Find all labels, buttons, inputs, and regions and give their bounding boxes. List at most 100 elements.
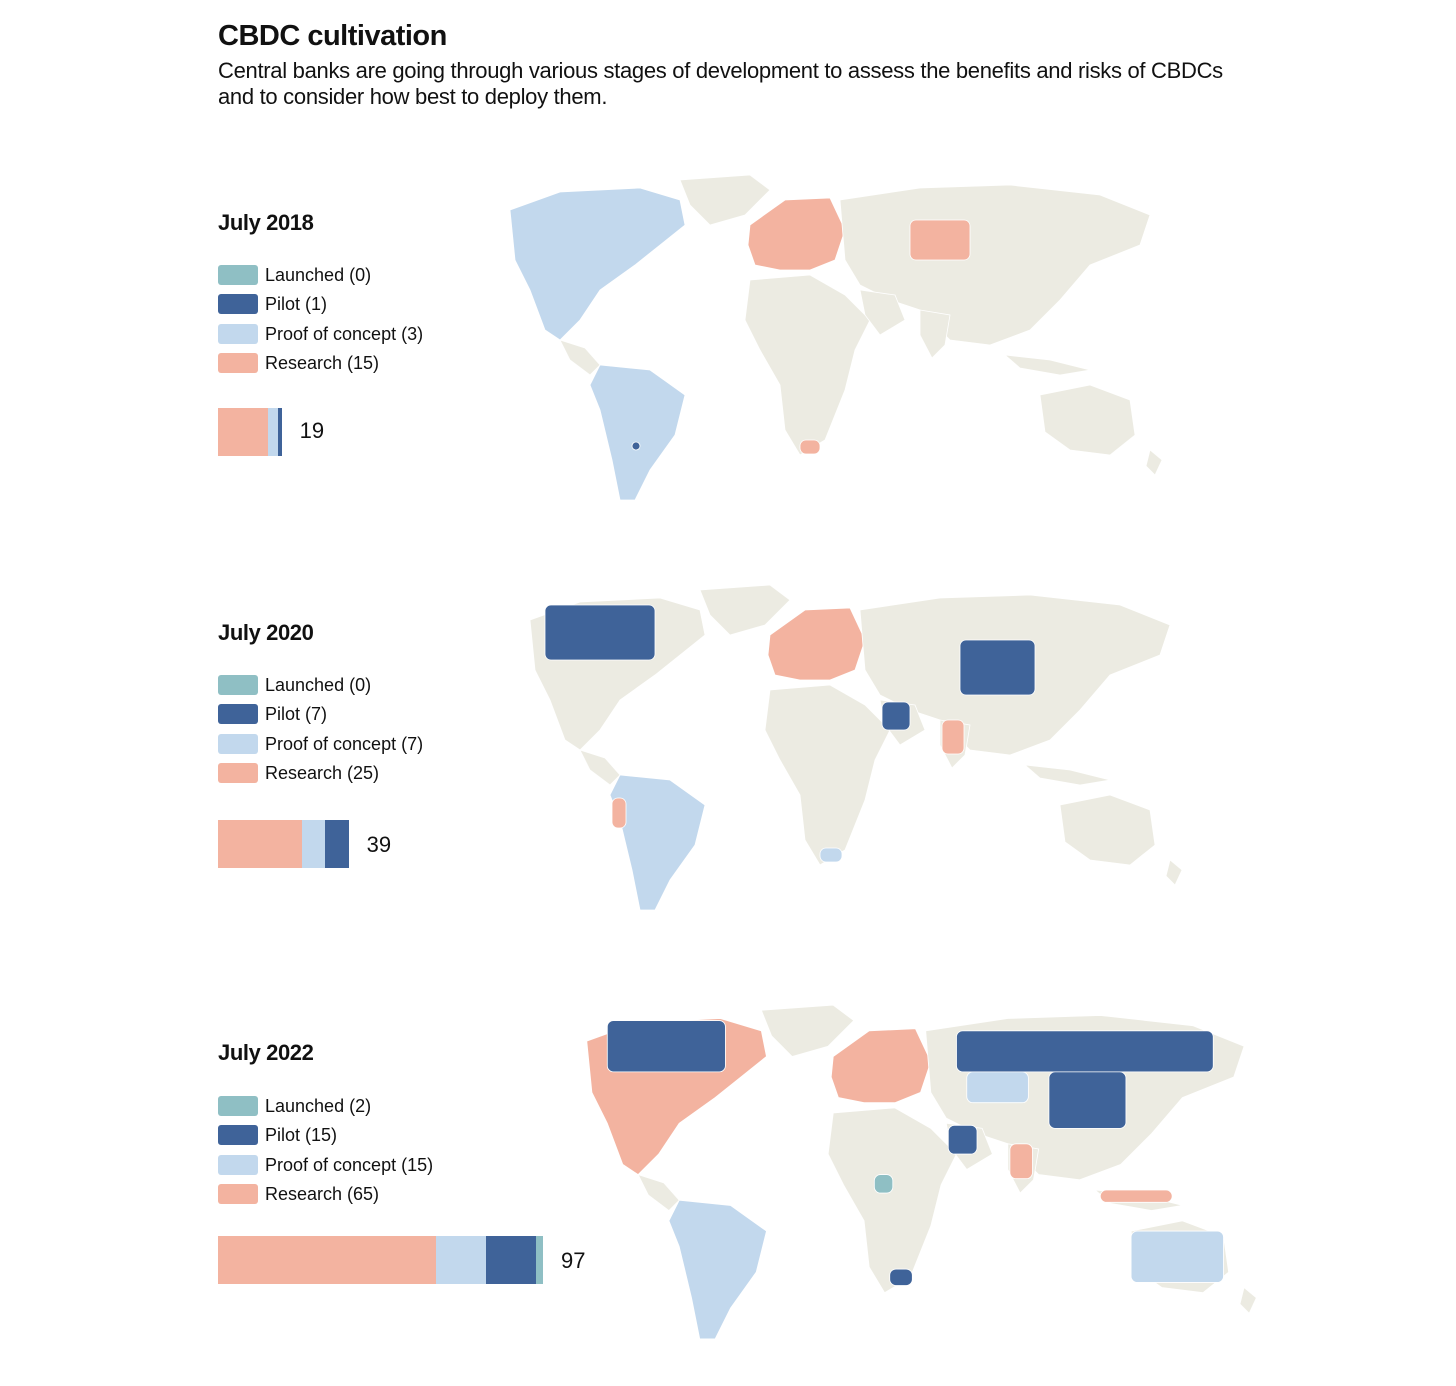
bar-segment-research xyxy=(218,1236,436,1284)
country-region-research xyxy=(799,439,821,455)
legend-item-proof: Proof of concept (3) xyxy=(218,323,423,345)
legend-item-launched: Launched (0) xyxy=(218,264,371,286)
proof-swatch xyxy=(218,734,258,754)
country-region-pilot xyxy=(544,604,656,661)
country-region-pilot xyxy=(631,441,641,451)
legend-label: Proof of concept (3) xyxy=(265,323,424,344)
legend-label: Research (15) xyxy=(265,352,380,373)
country-region-pilot xyxy=(959,639,1036,696)
launched-swatch xyxy=(218,1096,258,1116)
landmass-centralAmerica xyxy=(559,339,601,376)
landmass-africa xyxy=(827,1107,957,1294)
country-region-research xyxy=(909,219,971,261)
legend-item-research: Research (65) xyxy=(218,1183,379,1205)
country-region-research xyxy=(941,719,965,755)
total-label: 39 xyxy=(366,832,392,857)
legend-item-research: Research (25) xyxy=(218,762,379,784)
landmass-northAmerica xyxy=(509,187,686,341)
landmass-arabia xyxy=(859,289,906,336)
legend-label: Proof of concept (7) xyxy=(265,733,424,754)
landmass-greenland xyxy=(699,584,791,636)
legend-label: Launched (0) xyxy=(265,264,372,285)
country-region-pilot xyxy=(956,1030,1214,1073)
bar-segment-proof xyxy=(301,820,326,868)
landmass-europe xyxy=(747,197,846,271)
total-bar xyxy=(218,820,349,868)
bar-segment-research xyxy=(218,820,302,868)
landmass-newZealand xyxy=(1145,449,1163,476)
landmass-newZealand xyxy=(1239,1286,1257,1314)
landmass-australia xyxy=(1039,384,1136,456)
bar-segment-launched xyxy=(536,1236,543,1284)
research-swatch xyxy=(218,763,258,783)
pilot-swatch xyxy=(218,294,258,314)
landmass-africa xyxy=(744,274,871,456)
legend-label: Launched (2) xyxy=(265,1095,372,1116)
country-region-research xyxy=(1099,1189,1173,1203)
research-swatch xyxy=(218,1184,258,1204)
total-bar xyxy=(218,1236,543,1284)
landmass-centralAmerica xyxy=(579,749,621,786)
panel-title: July 2020 xyxy=(218,620,314,645)
world-map xyxy=(586,1004,1257,1340)
landmass-africa xyxy=(764,684,891,866)
landmass-newZealand xyxy=(1165,859,1183,886)
country-region-pilot xyxy=(947,1124,978,1155)
landmass-indonesia xyxy=(1003,354,1091,376)
legend-label: Pilot (15) xyxy=(265,1124,338,1145)
panel-2020: July 2020 Launched (0) Pilot (7) Proof o… xyxy=(0,570,1456,940)
legend-item-proof: Proof of concept (7) xyxy=(218,733,423,755)
landmass-southAmerica xyxy=(589,364,686,501)
pilot-swatch xyxy=(218,1125,258,1145)
legend-item-research: Research (15) xyxy=(218,352,379,374)
legend-label: Pilot (1) xyxy=(265,293,328,314)
panel-2018: July 2018 Launched (0) Pilot (1) Proof o… xyxy=(0,160,1456,530)
country-region-proof xyxy=(1130,1230,1224,1283)
country-region-research xyxy=(1009,1143,1033,1180)
panel-title: July 2018 xyxy=(218,210,314,235)
country-region-launched xyxy=(873,1174,894,1194)
country-region-pilot xyxy=(606,1020,726,1073)
total-label: 19 xyxy=(299,418,325,443)
landmass-greenland xyxy=(760,1004,855,1057)
landmass-europe xyxy=(767,607,866,681)
bar-segment-proof xyxy=(435,1236,487,1284)
bar-segment-pilot xyxy=(278,408,282,456)
proof-swatch xyxy=(218,324,258,344)
legend-label: Launched (0) xyxy=(265,674,372,695)
landmass-centralAmerica xyxy=(637,1173,680,1212)
launched-swatch xyxy=(218,265,258,285)
pilot-swatch xyxy=(218,704,258,724)
world-map xyxy=(509,174,1163,501)
legend-item-pilot: Pilot (1) xyxy=(218,293,327,315)
panel-title: July 2022 xyxy=(218,1040,314,1065)
country-region-pilot xyxy=(889,1268,913,1286)
country-region-research xyxy=(611,797,627,829)
country-region-pilot xyxy=(881,701,911,731)
panel-2022: July 2022 Launched (2) Pilot (15) Proof … xyxy=(0,990,1456,1380)
legend-item-launched: Launched (0) xyxy=(218,674,371,696)
launched-swatch xyxy=(218,675,258,695)
total-label: 97 xyxy=(561,1248,586,1273)
country-region-pilot xyxy=(1048,1071,1127,1129)
landmass-southAmerica xyxy=(609,774,706,911)
legend-item-proof: Proof of concept (15) xyxy=(218,1154,433,1176)
chart-subtitle: Central banks are going through various … xyxy=(218,58,1223,109)
chart-title: CBDC cultivation xyxy=(218,20,447,52)
legend-label: Pilot (7) xyxy=(265,703,328,724)
legend-label: Research (25) xyxy=(265,762,380,783)
country-region-proof xyxy=(819,847,843,863)
legend-label: Proof of concept (15) xyxy=(265,1154,434,1175)
legend-item-pilot: Pilot (15) xyxy=(218,1124,337,1146)
legend-label: Research (65) xyxy=(265,1183,380,1204)
landmass-india xyxy=(919,309,951,359)
research-swatch xyxy=(218,353,258,373)
world-map xyxy=(529,584,1183,911)
legend-item-pilot: Pilot (7) xyxy=(218,703,327,725)
landmass-australia xyxy=(1059,794,1156,866)
legend-item-launched: Launched (2) xyxy=(218,1095,371,1117)
bar-segment-research xyxy=(218,408,269,456)
country-region-proof xyxy=(966,1071,1029,1104)
bar-segment-pilot xyxy=(325,820,349,868)
bar-segment-pilot xyxy=(486,1236,537,1284)
